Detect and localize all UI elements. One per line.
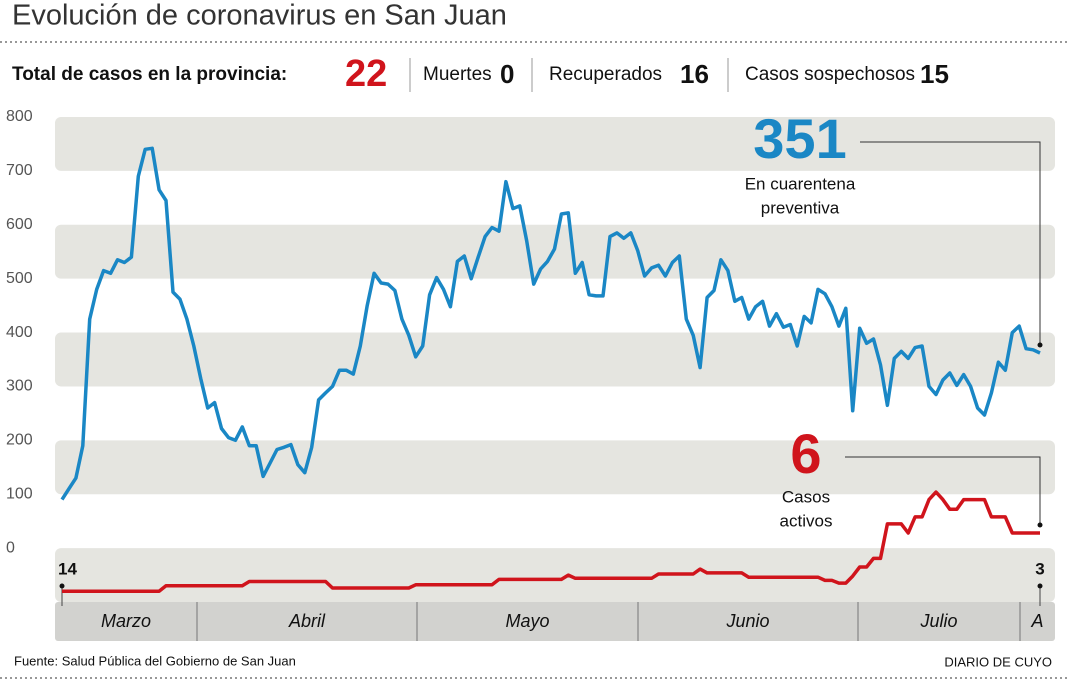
annotation-value: 351 xyxy=(753,107,846,170)
annotation-label: Casos xyxy=(782,487,830,506)
summary-value: 22 xyxy=(345,53,387,95)
y-tick-label: 700 xyxy=(6,162,33,179)
y-tick-label: 600 xyxy=(6,216,33,233)
date-dot xyxy=(1037,583,1043,589)
timeline xyxy=(55,602,1055,641)
annotation-value: 6 xyxy=(790,422,821,485)
y-tick-label: 300 xyxy=(6,378,33,395)
month-label: Marzo xyxy=(101,611,151,631)
y-tick-label: 0 xyxy=(6,539,15,556)
stat-value: 0 xyxy=(500,59,514,89)
y-tick-label: 200 xyxy=(6,432,33,449)
y-tick-label: 400 xyxy=(6,324,33,341)
series-line xyxy=(60,146,1041,501)
date-label: 3 xyxy=(1035,559,1044,578)
month-label: Abril xyxy=(288,611,326,631)
summary-label: Total de casos en la provincia: xyxy=(12,64,287,85)
bands xyxy=(55,117,1055,602)
leader-dot xyxy=(1037,342,1043,348)
series-line xyxy=(62,490,1040,593)
leader-line xyxy=(860,141,1041,346)
annotation-label: activos xyxy=(780,511,833,530)
stat-value: 15 xyxy=(920,59,949,89)
stat-label: Muertes xyxy=(423,64,492,85)
month-label: A xyxy=(1030,611,1043,631)
leader-dot xyxy=(1037,522,1043,528)
stat-label: Casos sospechosos xyxy=(745,64,915,85)
date-dot xyxy=(59,583,65,589)
y-tick-label: 100 xyxy=(6,485,33,502)
month-label: Julio xyxy=(919,611,957,631)
annotation-label: En cuarentena xyxy=(745,174,856,193)
leader-line xyxy=(845,456,1041,526)
band xyxy=(55,332,1055,387)
date-label: 14 xyxy=(58,559,77,578)
month-label: Junio xyxy=(725,611,769,631)
month-label: Mayo xyxy=(505,611,549,631)
y-tick-label: 800 xyxy=(6,108,33,125)
band xyxy=(55,224,1055,279)
band xyxy=(55,440,1055,495)
band xyxy=(55,117,1055,171)
brand: DIARIO DE CUYO xyxy=(944,654,1052,669)
band xyxy=(55,548,1055,602)
annotation-label: preventiva xyxy=(761,198,840,217)
stat-label: Recuperados xyxy=(549,64,662,85)
chart-title: Evolución de coronavirus en San Juan xyxy=(12,0,507,32)
stat-value: 16 xyxy=(680,59,709,89)
source: Fuente: Salud Pública del Gobierno de Sa… xyxy=(14,653,296,668)
y-tick-label: 500 xyxy=(6,270,33,287)
